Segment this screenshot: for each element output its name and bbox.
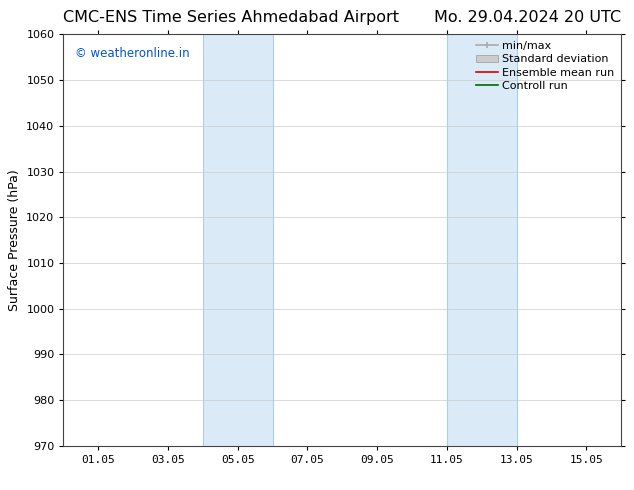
Y-axis label: Surface Pressure (hPa): Surface Pressure (hPa) xyxy=(8,169,21,311)
Legend: min/max, Standard deviation, Ensemble mean run, Controll run: min/max, Standard deviation, Ensemble me… xyxy=(471,37,619,96)
Text: Mo. 29.04.2024 20 UTC: Mo. 29.04.2024 20 UTC xyxy=(434,10,621,24)
Bar xyxy=(203,34,273,446)
Bar xyxy=(447,34,517,446)
Text: CMC-ENS Time Series Ahmedabad Airport: CMC-ENS Time Series Ahmedabad Airport xyxy=(63,10,399,24)
Text: © weatheronline.in: © weatheronline.in xyxy=(75,47,189,60)
